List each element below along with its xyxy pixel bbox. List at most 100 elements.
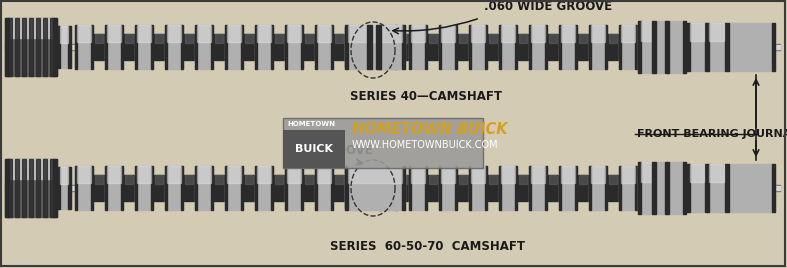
Bar [545, 166, 547, 210]
Bar [488, 175, 498, 201]
Bar [5, 186, 780, 190]
Text: NO GROOVE: NO GROOVE [293, 144, 373, 157]
Bar [687, 164, 690, 212]
Text: HOMETOWN: HOMETOWN [287, 121, 335, 127]
Bar [304, 34, 314, 59]
Bar [305, 175, 313, 184]
Bar [589, 166, 607, 210]
Bar [185, 175, 193, 184]
Bar [57, 26, 71, 68]
Bar [214, 34, 224, 59]
Bar [184, 34, 194, 59]
Bar [469, 166, 471, 210]
Bar [589, 25, 591, 69]
Bar [181, 166, 183, 210]
Bar [317, 166, 331, 183]
Bar [255, 25, 257, 69]
Bar [409, 25, 411, 69]
Bar [285, 25, 303, 69]
Bar [458, 175, 468, 201]
Bar [687, 23, 690, 71]
Bar [255, 25, 273, 69]
Bar [459, 34, 467, 43]
Bar [529, 166, 547, 210]
Bar [529, 25, 531, 69]
Bar [29, 18, 33, 76]
Bar [469, 166, 487, 210]
Bar [641, 162, 652, 182]
Bar [105, 25, 107, 69]
Bar [369, 34, 377, 43]
Bar [652, 21, 656, 73]
Bar [165, 166, 167, 210]
Bar [609, 34, 617, 43]
Bar [331, 25, 333, 69]
Bar [107, 25, 121, 42]
Bar [124, 34, 134, 59]
Bar [608, 175, 618, 201]
Bar [301, 166, 303, 210]
Bar [345, 168, 367, 208]
Bar [5, 159, 57, 217]
Bar [5, 45, 780, 49]
Bar [459, 175, 467, 184]
Bar [609, 175, 617, 184]
Bar [471, 25, 485, 42]
Bar [244, 175, 254, 201]
Bar [304, 175, 314, 201]
Bar [225, 25, 227, 69]
Bar [197, 25, 211, 42]
Bar [244, 34, 254, 59]
Bar [638, 21, 641, 73]
Bar [317, 25, 331, 42]
Bar [29, 159, 33, 217]
Bar [499, 25, 517, 69]
Bar [705, 23, 709, 71]
Bar [428, 34, 438, 59]
Bar [545, 25, 547, 69]
Bar [398, 34, 408, 59]
Bar [77, 166, 91, 183]
Bar [135, 25, 153, 69]
Bar [441, 166, 455, 183]
Bar [409, 25, 427, 69]
Bar [43, 18, 47, 76]
Bar [619, 166, 621, 210]
Bar [345, 25, 405, 69]
Bar [469, 25, 471, 69]
Bar [94, 175, 104, 201]
Bar [499, 25, 501, 69]
Bar [549, 175, 557, 184]
Bar [275, 34, 283, 43]
Bar [529, 25, 547, 69]
Bar [425, 166, 427, 210]
Bar [369, 175, 377, 184]
Bar [619, 166, 637, 210]
Bar [638, 21, 686, 73]
Bar [519, 175, 527, 184]
Bar [257, 166, 271, 183]
Bar [36, 159, 40, 217]
Bar [488, 34, 498, 59]
Bar [315, 166, 333, 210]
Bar [439, 166, 457, 210]
Bar [215, 34, 223, 43]
Bar [665, 21, 669, 73]
Bar [77, 25, 91, 42]
Bar [531, 25, 545, 42]
Bar [125, 34, 133, 43]
Bar [181, 25, 183, 69]
Bar [271, 25, 273, 69]
Bar [165, 25, 167, 69]
Bar [345, 166, 405, 210]
Text: HOMETOWN BUICK: HOMETOWN BUICK [352, 122, 508, 137]
Bar [518, 34, 528, 59]
Bar [589, 25, 607, 69]
Bar [121, 25, 123, 69]
Bar [499, 166, 501, 210]
Bar [347, 168, 365, 183]
Bar [215, 175, 223, 184]
Bar [365, 168, 367, 208]
Bar [5, 18, 57, 38]
Bar [167, 25, 181, 42]
